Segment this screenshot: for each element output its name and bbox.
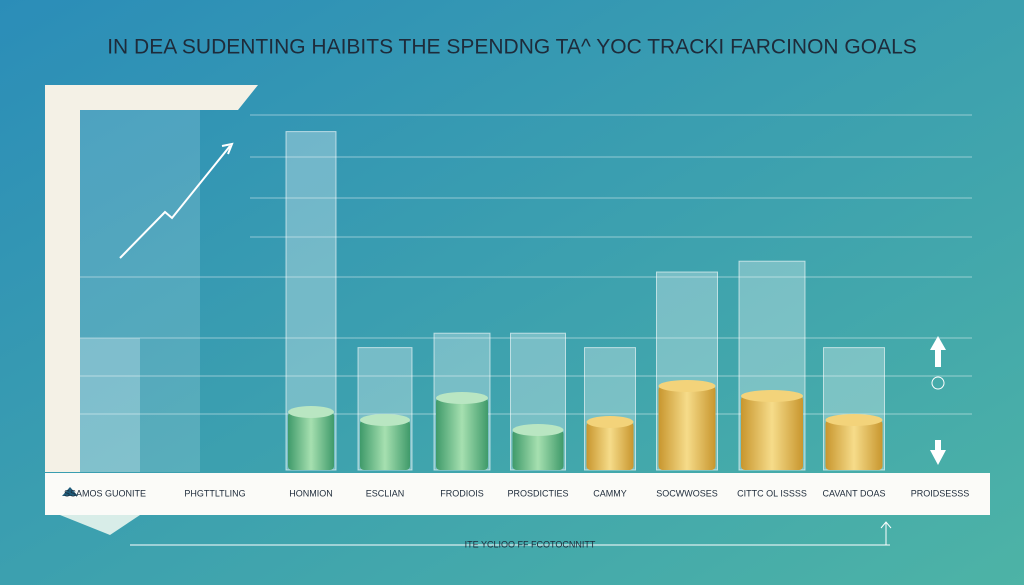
coin-top	[741, 390, 803, 402]
coin-top	[658, 380, 716, 392]
coin-stack	[512, 430, 564, 470]
frame	[45, 85, 990, 546]
x-tick-label: CAMMY	[593, 488, 627, 498]
x-tick-label: PHGTTLTLING	[184, 488, 245, 498]
coin-stack	[436, 398, 488, 470]
x-tick-label: CITTC OL ISSSS	[737, 488, 807, 498]
chart-title: IN DEA SUDENTING HAIBITS THE SPENDNG TA^…	[107, 36, 917, 59]
x-tick-label: HONMION	[289, 488, 333, 498]
x-tick-label: SSAMOS GUONITE	[64, 488, 146, 498]
coin-stack	[741, 396, 803, 470]
coin-top	[360, 414, 410, 426]
coin-top	[512, 424, 564, 436]
coin-stack	[360, 420, 410, 470]
coin-stack	[586, 422, 634, 470]
coin-stack	[658, 386, 716, 470]
footer: ITE YCLIOO FF FCOTOCNNITT	[465, 539, 596, 549]
x-tick-label: CAVANT DOAS	[822, 488, 885, 498]
coin-stack	[288, 412, 334, 470]
x-tick-label: PROIDSESSS	[911, 488, 970, 498]
coin-stack	[825, 420, 883, 470]
x-tick-label: SOCWWOSES	[656, 488, 718, 498]
x-tick-label: PROSDICTIES	[507, 488, 568, 498]
coin-top	[586, 416, 634, 428]
x-tick-label: FRODIOIS	[440, 488, 484, 498]
x-tick-label: ESCLIAN	[366, 488, 405, 498]
coin-top	[288, 406, 334, 418]
coin-top	[436, 392, 488, 404]
coin-top	[825, 414, 883, 426]
